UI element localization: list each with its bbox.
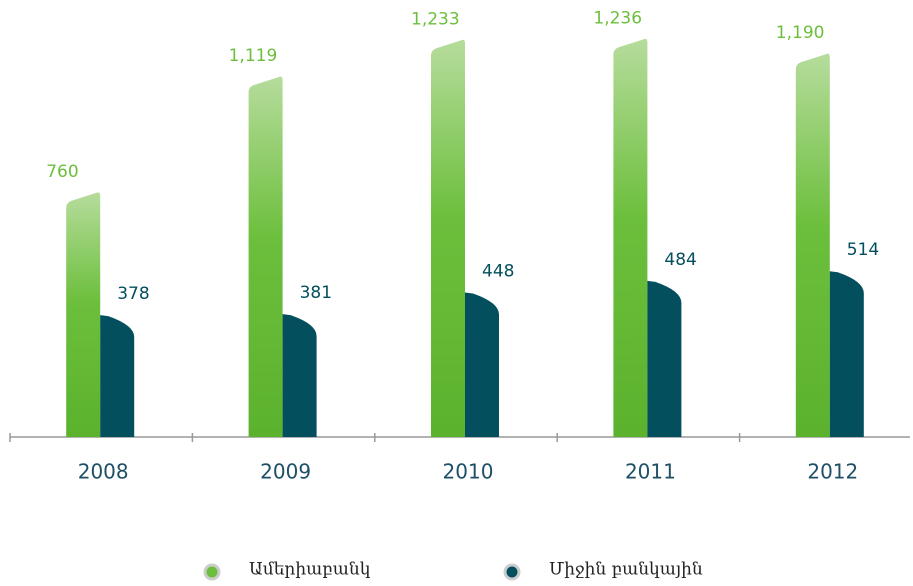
legend-marker (203, 563, 221, 581)
legend-marker (503, 563, 521, 581)
bar (829, 271, 864, 437)
bar (282, 314, 317, 437)
value-label: 484 (664, 250, 696, 270)
bar (795, 53, 830, 438)
bar (647, 280, 682, 437)
bar (431, 39, 465, 437)
value-label: 1,233 (411, 9, 460, 29)
x-tick-label: 2010 (443, 460, 494, 484)
value-label: 378 (117, 284, 149, 304)
value-label: 1,236 (593, 8, 642, 28)
bar (613, 38, 648, 437)
x-tick-label: 2011 (625, 460, 676, 484)
bar (100, 315, 135, 437)
value-label: 514 (847, 240, 879, 260)
value-label: 381 (300, 283, 332, 303)
x-tick-label: 2008 (78, 460, 129, 484)
bar (66, 192, 101, 437)
value-label: 1,190 (776, 23, 825, 43)
bar (465, 292, 499, 437)
bar (248, 76, 283, 437)
x-tick-label: 2009 (260, 460, 311, 484)
value-label: 448 (482, 262, 514, 282)
x-tick-label: 2012 (807, 460, 858, 484)
legend-label: Ամերիաբանկ (249, 560, 371, 580)
legend-label: Միջին բանկային (549, 560, 703, 580)
value-label: 760 (46, 162, 78, 182)
value-label: 1,119 (229, 46, 278, 66)
